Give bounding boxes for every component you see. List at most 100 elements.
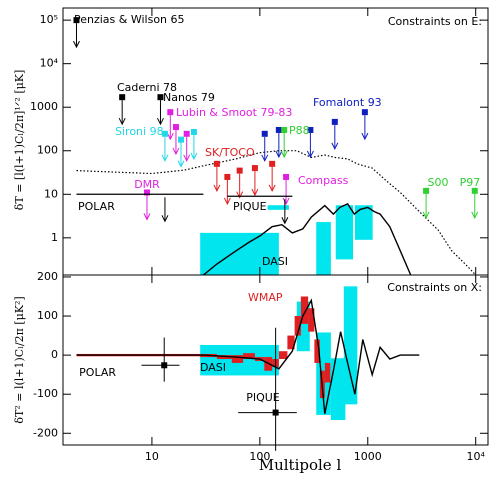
limit-arrowhead (183, 154, 191, 162)
limit-arrowhead (422, 211, 430, 219)
limit-arrowhead (213, 184, 221, 192)
y-tick-label: -100 (33, 387, 58, 400)
band-label: DASI (200, 361, 226, 374)
y-tick-label: 10 (44, 187, 58, 200)
plot-area (76, 150, 477, 275)
limit-marker (183, 130, 190, 137)
band-box (278, 351, 288, 360)
panel-title: Constraints on X: (387, 281, 482, 294)
y-axis-label: δT² = l(l+1)Cₗ/2π [μK²] (13, 296, 26, 423)
limit-marker (172, 124, 179, 131)
limit-marker (236, 167, 243, 174)
limit-label: P97 (460, 176, 481, 189)
x-tick-label: 10⁴ (466, 450, 485, 463)
band-box (354, 205, 373, 240)
limit-marker (213, 160, 220, 167)
theory-curve (76, 150, 477, 275)
limit-arrowhead (143, 213, 151, 221)
limit-marker (275, 126, 282, 133)
plot-area (76, 286, 420, 420)
y-tick-label: 1000 (30, 100, 58, 113)
limit-arrowhead (73, 40, 80, 49)
limit-arrowhead (177, 160, 185, 168)
limit-marker (361, 109, 368, 116)
limit-label: Nanos 79 (163, 91, 215, 104)
limit-label: Fomalont 93 (313, 96, 382, 109)
band-box (200, 232, 279, 275)
data-point (161, 362, 168, 369)
limit-marker (261, 130, 268, 137)
limit-label: Compass (298, 174, 349, 187)
band-box (300, 296, 309, 324)
limit-marker (331, 118, 338, 125)
limit-marker (283, 173, 290, 180)
limit-marker (178, 136, 185, 143)
limit-arrowhead (161, 215, 169, 223)
band-box (335, 205, 354, 260)
limit-marker (281, 126, 288, 133)
band-box (308, 308, 315, 332)
limit-arrowhead (236, 191, 244, 199)
limit-marker (307, 126, 314, 133)
limit-label: P88 (289, 124, 310, 137)
y-tick-label: 200 (37, 270, 58, 283)
limit-label: Sironi 98 (115, 125, 164, 138)
band-box (324, 362, 331, 383)
limit-marker (224, 173, 231, 180)
limit-marker (119, 94, 126, 101)
limit-arrowhead (471, 211, 479, 219)
limit-marker (190, 128, 197, 135)
y-tick-label: -200 (33, 426, 58, 439)
limit-marker (471, 187, 478, 194)
band-box (231, 355, 244, 363)
point-label: PIQUE (246, 391, 280, 404)
point-label: POLAR (79, 366, 116, 379)
limit-arrowhead (275, 150, 283, 159)
limit-marker (143, 189, 150, 196)
panel-title: Constraints on E: (388, 15, 482, 28)
band-label: WMAP (248, 291, 283, 304)
limit-arrowhead (251, 188, 259, 197)
band-box (267, 205, 289, 210)
band-box (294, 316, 301, 336)
limit-arrowhead (331, 142, 339, 151)
limit-arrowhead (223, 197, 231, 206)
limit-label: S00 (428, 176, 449, 189)
limit-marker (269, 160, 276, 167)
limit-arrowhead (161, 154, 169, 162)
y-tick-label: 10⁵ (40, 13, 58, 26)
x-tick-label: 1000 (354, 450, 382, 463)
limit-arrowhead (157, 117, 164, 126)
limit-marker (251, 165, 258, 172)
y-tick-label: 0 (51, 348, 58, 361)
y-tick-label: 100 (37, 144, 58, 157)
y-tick-label: 10⁴ (40, 57, 59, 70)
limit-arrowhead (261, 154, 269, 162)
band-box (243, 353, 255, 360)
limit-arrowhead (282, 197, 290, 206)
limit-arrowhead (118, 117, 126, 126)
panel-frame (62, 274, 489, 446)
x-tick-label: 100 (249, 450, 270, 463)
x-axis-label: Multipole l (259, 456, 342, 474)
limit-label: Caderni 78 (117, 81, 177, 94)
limit-label: POLAR (78, 200, 115, 213)
band-box (343, 286, 358, 405)
data-point (272, 409, 279, 416)
theory-curve (202, 203, 412, 275)
limit-arrowhead (172, 147, 180, 156)
limit-arrowhead (280, 150, 288, 159)
limit-marker (423, 187, 430, 194)
limit-marker (73, 17, 80, 24)
limit-label: Penzias & Wilson 65 (74, 13, 185, 26)
limit-label: DMR (134, 178, 160, 191)
limit-marker (161, 130, 168, 137)
band-box (316, 222, 331, 275)
band-box (330, 358, 346, 420)
limit-arrowhead (268, 184, 276, 192)
theory-curve (76, 298, 420, 414)
band-label: DASI (262, 255, 288, 268)
limit-label: Lubin & Smoot 79-83 (176, 106, 292, 119)
limit-label: PIQUE (233, 200, 267, 213)
